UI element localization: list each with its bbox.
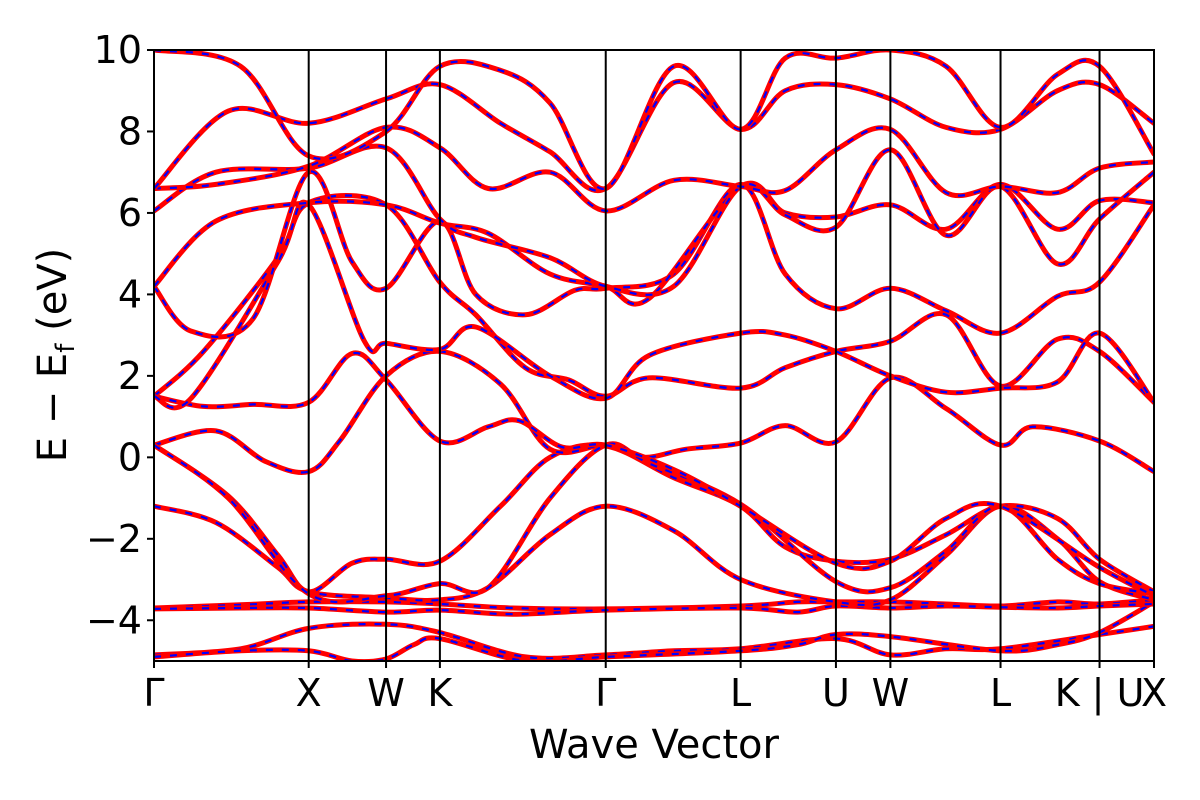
y-axis-label-lead: E − E [30,353,76,463]
x-tick-label-10: X [1141,671,1167,715]
band-8-blue [154,351,1154,597]
y-tick-label-7: 10 [94,28,142,72]
band-14-blue [154,125,1154,213]
x-tick-label-9: K | U [1055,671,1145,716]
band-6-red [154,348,1154,475]
x-tick-label-1: X [296,671,322,715]
x-tick-label-0: Γ [143,671,164,715]
y-tick-label-4: 4 [118,272,142,316]
plot-frame [153,49,1155,662]
y-axis-label: E − Ef (eV) [30,248,81,463]
y-tick-label-1: −2 [86,517,142,561]
x-tick-label-4: Γ [595,671,616,715]
x-tick-label-7: W [872,671,910,715]
y-axis-label-tail: (eV) [30,248,76,344]
y-axis-label-sub: f [51,343,81,353]
band-9-red [154,192,1154,405]
x-tick-label-8: L [990,671,1011,715]
y-tick-label-3: 2 [118,354,142,398]
high-symmetry-lines [153,50,1155,668]
y-tick-label-5: 6 [118,191,142,235]
band-3-blue [154,602,1154,616]
x-tick-label-3: K [427,671,453,715]
y-tick-label-0: −4 [86,598,142,642]
x-axis-label: Wave Vector [529,722,780,768]
x-tick-label-2: W [367,671,405,715]
band-16-blue [154,50,1154,190]
x-tick-label-5: L [730,671,751,715]
band-lines [154,50,1154,661]
band-11-red [154,169,1154,340]
band-9-blue [154,194,1154,404]
x-tick-label-6: U [822,671,850,715]
y-axis-ticks: −4 −2 0 2 4 6 8 10 [86,28,154,642]
y-tick-label-6: 8 [118,109,142,153]
band-11-blue [154,170,1154,339]
band-14-red [154,124,1154,214]
y-tick-label-2: 0 [118,435,142,479]
